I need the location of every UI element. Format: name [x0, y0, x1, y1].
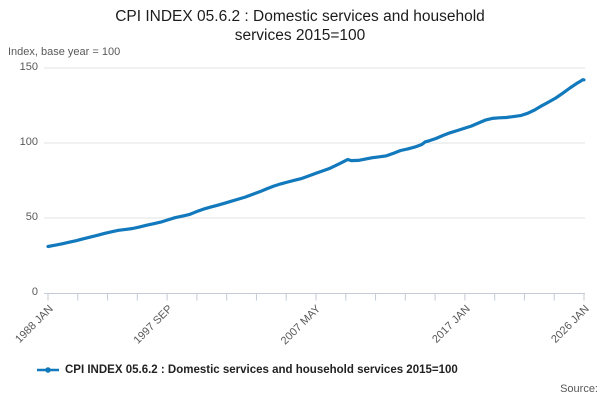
y-tick-label: 150	[19, 61, 38, 73]
source-label: Source:	[560, 383, 598, 395]
data-line	[46, 78, 586, 249]
chart-title: CPI INDEX 05.6.2 : Domestic services and…	[0, 7, 600, 45]
legend-label: CPI INDEX 05.6.2 : Domestic services and…	[65, 364, 458, 376]
y-tick-label: 100	[19, 136, 38, 148]
y-tick-label: 0	[31, 286, 38, 298]
y-axis-unit-label: Index, base year = 100	[8, 46, 121, 58]
legend-line-marker	[37, 367, 59, 373]
legend: CPI INDEX 05.6.2 : Domestic services and…	[36, 364, 458, 376]
y-tick-label: 50	[25, 211, 38, 223]
chart-title-line-1: CPI INDEX 05.6.2 : Domestic services and…	[115, 8, 485, 25]
chart-title-line-2: services 2015=100	[234, 27, 366, 44]
